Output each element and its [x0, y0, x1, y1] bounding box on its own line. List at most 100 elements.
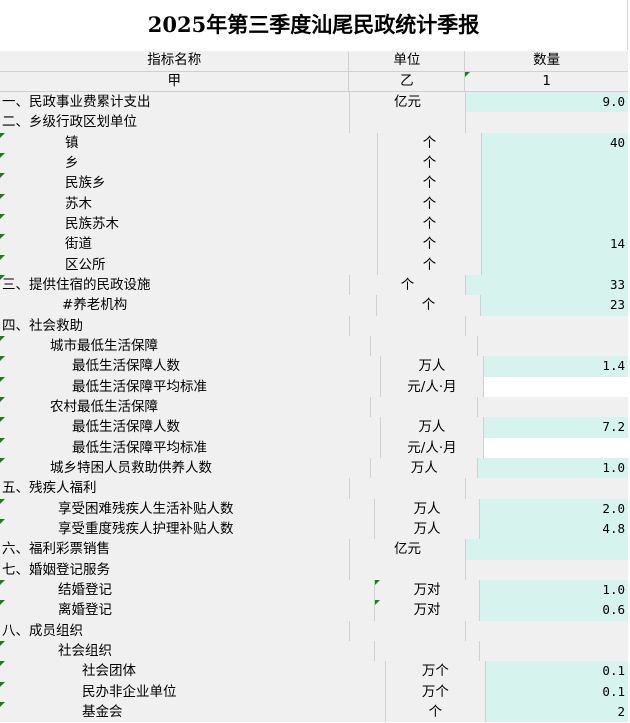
quantity-cell[interactable]: 7.2: [483, 417, 628, 438]
quantity-cell[interactable]: 0.1: [486, 681, 628, 702]
subheader-yi[interactable]: 乙: [349, 71, 466, 91]
indicator-name-cell[interactable]: 七、婚姻登记服务: [0, 559, 351, 580]
unit-cell[interactable]: 万人: [375, 498, 481, 519]
unit-cell[interactable]: 万人: [371, 457, 479, 479]
unit-cell[interactable]: 万人: [381, 417, 484, 438]
unit-cell[interactable]: 个: [376, 295, 482, 316]
unit-cell[interactable]: [350, 478, 466, 499]
indicator-name-cell[interactable]: 享受困难残疾人生活补贴人数: [0, 498, 375, 519]
indicator-name-cell[interactable]: 最低生活保障人数: [0, 356, 382, 377]
indicator-name-cell[interactable]: 农村最低生活保障: [0, 396, 372, 418]
quantity-cell[interactable]: 33: [465, 274, 629, 296]
unit-cell[interactable]: 个: [378, 213, 482, 235]
quantity-cell[interactable]: [478, 396, 628, 418]
quantity-cell[interactable]: [481, 213, 629, 235]
indicator-name-cell[interactable]: 最低生活保障平均标准: [0, 437, 382, 458]
indicator-name-cell[interactable]: 苏木: [0, 193, 379, 214]
indicator-name-cell[interactable]: 街道: [0, 234, 379, 255]
indicator-name-cell[interactable]: 社会组织: [0, 640, 375, 662]
unit-cell[interactable]: 万个: [385, 681, 487, 702]
indicator-name-cell[interactable]: 最低生活保障人数: [0, 417, 382, 438]
unit-cell[interactable]: [375, 640, 481, 662]
indicator-name-cell[interactable]: 民族苏木: [0, 213, 379, 235]
unit-cell[interactable]: [371, 396, 479, 418]
subheader-jia[interactable]: 甲: [0, 71, 350, 91]
unit-cell[interactable]: [350, 620, 466, 641]
quantity-cell[interactable]: [481, 173, 629, 194]
quantity-cell[interactable]: [465, 559, 629, 580]
unit-cell[interactable]: [371, 335, 479, 357]
indicator-name-cell[interactable]: 民办非企业单位: [0, 681, 386, 702]
unit-cell[interactable]: 个: [378, 254, 482, 275]
header-quantity[interactable]: 数量: [465, 51, 628, 71]
quantity-cell[interactable]: 1.0: [478, 457, 628, 479]
unit-cell[interactable]: 亿元: [350, 92, 466, 113]
quantity-cell[interactable]: 40: [481, 132, 629, 153]
quantity-cell[interactable]: 1.4: [483, 356, 628, 377]
unit-cell[interactable]: 万人: [375, 518, 481, 540]
quantity-cell[interactable]: 14: [481, 234, 629, 255]
quantity-cell[interactable]: 1.0: [480, 579, 628, 601]
indicator-name-cell[interactable]: 离婚登记: [0, 600, 375, 621]
quantity-cell[interactable]: 4.8: [480, 518, 628, 540]
indicator-name-cell[interactable]: 基金会: [0, 701, 386, 723]
indicator-name-cell[interactable]: 享受重度残疾人护理补贴人数: [0, 518, 375, 540]
indicator-name-cell[interactable]: 乡: [0, 152, 379, 174]
indicator-name-cell[interactable]: 城乡特困人员救助供养人数: [0, 457, 372, 479]
quantity-cell[interactable]: [465, 539, 629, 560]
indicator-name-cell[interactable]: 五、残疾人福利: [0, 478, 351, 499]
quantity-cell[interactable]: [465, 478, 629, 499]
indicator-name-cell[interactable]: 最低生活保障平均标准: [0, 376, 382, 397]
header-unit[interactable]: 单位: [349, 51, 466, 71]
indicator-name-cell[interactable]: 三、提供住宿的民政设施: [0, 274, 351, 296]
quantity-cell[interactable]: [465, 620, 629, 641]
indicator-name-cell[interactable]: 结婚登记: [0, 579, 375, 601]
indicator-name-cell[interactable]: 一、民政事业费累计支出: [0, 92, 351, 113]
quantity-cell[interactable]: 0.6: [480, 600, 628, 621]
indicator-name-cell[interactable]: 社会团体: [0, 661, 386, 682]
unit-cell[interactable]: [350, 112, 466, 133]
quantity-cell[interactable]: 0.1: [486, 661, 628, 682]
quantity-cell[interactable]: [481, 152, 629, 174]
table-row: 民办非企业单位 万个 0.1: [0, 681, 628, 702]
unit-cell[interactable]: 个: [385, 701, 487, 723]
unit-cell[interactable]: 元/人·月: [381, 437, 484, 458]
quantity-cell[interactable]: [481, 193, 629, 214]
quantity-cell[interactable]: [478, 335, 628, 357]
unit-cell[interactable]: 个: [378, 152, 482, 174]
quantity-cell[interactable]: [465, 315, 629, 336]
quantity-cell[interactable]: 2.0: [480, 498, 628, 519]
unit-cell[interactable]: 万个: [385, 661, 487, 682]
quantity-cell[interactable]: 9.0: [465, 92, 629, 113]
header-indicator-name[interactable]: 指标名称: [0, 51, 350, 71]
indicator-name-cell[interactable]: 六、福利彩票销售: [0, 539, 351, 560]
unit-cell[interactable]: 个: [378, 173, 482, 194]
unit-cell[interactable]: 亿元: [350, 539, 466, 560]
indicator-name-cell[interactable]: 二、乡级行政区划单位: [0, 112, 351, 133]
quantity-cell[interactable]: 2: [486, 701, 628, 723]
quantity-cell[interactable]: [483, 437, 628, 458]
quantity-cell[interactable]: [465, 112, 629, 133]
quantity-cell[interactable]: [480, 640, 628, 662]
subheader-1[interactable]: 1: [465, 71, 628, 91]
unit-cell[interactable]: 个: [378, 234, 482, 255]
unit-cell[interactable]: 万人: [381, 356, 484, 377]
indicator-name-cell[interactable]: 城市最低生活保障: [0, 335, 372, 357]
indicator-name-cell[interactable]: 四、社会救助: [0, 315, 351, 336]
indicator-name-cell[interactable]: 民族乡: [0, 173, 379, 194]
unit-cell[interactable]: [350, 315, 466, 336]
quantity-cell[interactable]: [483, 376, 628, 397]
unit-cell[interactable]: [350, 559, 466, 580]
unit-cell[interactable]: 个: [378, 132, 482, 153]
unit-cell[interactable]: 万对: [375, 579, 481, 601]
unit-cell[interactable]: 个: [350, 274, 466, 296]
indicator-name-cell[interactable]: 区公所: [0, 254, 379, 275]
unit-cell[interactable]: 个: [378, 193, 482, 214]
indicator-name-cell[interactable]: #养老机构: [0, 295, 377, 316]
quantity-cell[interactable]: 23: [481, 295, 628, 316]
quantity-cell[interactable]: [481, 254, 629, 275]
unit-cell[interactable]: 万对: [375, 600, 481, 621]
indicator-name-cell[interactable]: 八、成员组织: [0, 620, 351, 641]
unit-cell[interactable]: 元/人·月: [381, 376, 484, 397]
indicator-name-cell[interactable]: 镇: [0, 132, 379, 153]
